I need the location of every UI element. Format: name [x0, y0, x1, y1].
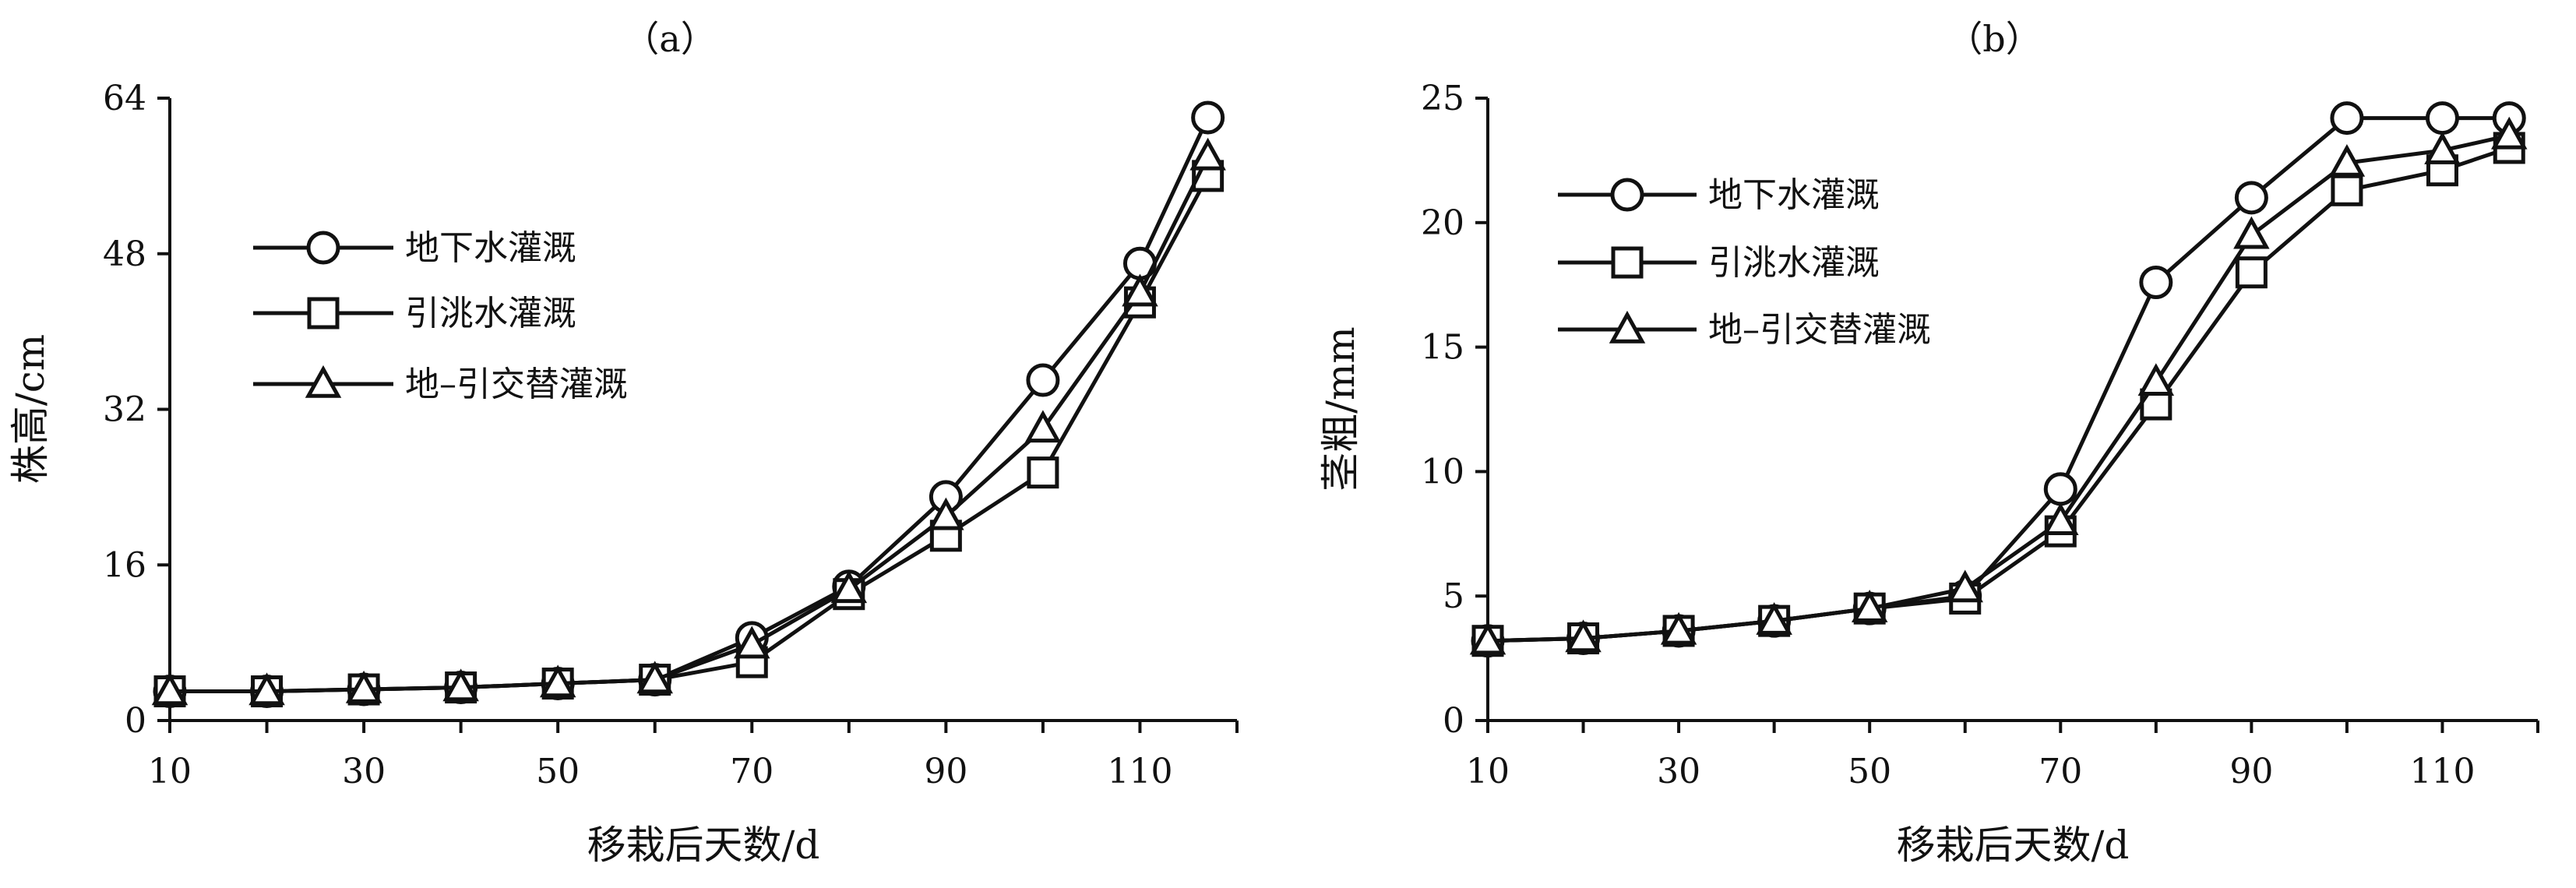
- chart-panel-a: （a） 0 16 32 48 64 10 30 50 70 90 110 移栽后天数/d 株高/cm 地下水…: [8, 18, 1239, 868]
- data-point: [1024, 410, 1062, 443]
- legend-item: 地–引交替灌溉: [1558, 310, 1931, 350]
- series-square: [1471, 132, 2525, 657]
- data-point: [1756, 602, 1792, 635]
- x-tick-label: 110: [1107, 752, 1172, 791]
- panel-title: （b）: [1947, 18, 2041, 60]
- data-point: [1565, 619, 1602, 653]
- y-tick-label: 64: [103, 79, 146, 118]
- legend-item: 地–引交替灌溉: [253, 365, 628, 404]
- x-tick-label: 10: [148, 752, 192, 791]
- legend-item: 地下水灌溉: [1558, 175, 1880, 215]
- x-tick-label: 70: [730, 752, 774, 791]
- data-point: [2331, 174, 2363, 206]
- data-point: [2235, 256, 2268, 289]
- y-tick-label: 0: [125, 701, 146, 741]
- y-tick-label: 15: [1421, 328, 1464, 368]
- data-point: [1851, 590, 1888, 622]
- y-axis-label: 茎粗/mm: [1318, 326, 1363, 492]
- y-tick-label: 32: [103, 390, 146, 430]
- legend-label: 引洮水灌溉: [1708, 243, 1880, 283]
- data-point: [2330, 101, 2364, 136]
- x-axis-label: 移栽后天数/d: [587, 823, 820, 868]
- x-tick-label: 90: [924, 752, 967, 791]
- legend-item: 引洮水灌溉: [253, 294, 576, 333]
- legend-label: 地–引交替灌溉: [405, 365, 628, 404]
- legend-marker: [306, 231, 340, 265]
- y-tick-label: 48: [103, 234, 146, 274]
- y-tick-label: 20: [1421, 203, 1464, 243]
- data-point: [1469, 622, 1506, 655]
- x-tick-label: 70: [2039, 752, 2082, 791]
- data-point: [2425, 101, 2459, 136]
- x-tick-label: 50: [536, 752, 580, 791]
- data-point: [734, 625, 770, 659]
- data-point: [2137, 363, 2175, 396]
- legend-marker: [1611, 246, 1644, 279]
- y-tick-label: 5: [1443, 576, 1464, 616]
- data-point: [928, 497, 964, 530]
- legend-marker: [305, 365, 342, 398]
- legend-item: 引洮水灌溉: [1558, 243, 1880, 283]
- x-tick-label: 90: [2229, 752, 2273, 791]
- series-line: [1487, 133, 2510, 643]
- legend-label: 地–引交替灌溉: [1708, 310, 1931, 350]
- x-tick-label: 10: [1466, 752, 1510, 791]
- data-point: [2043, 472, 2077, 506]
- series-line: [170, 155, 1210, 694]
- panel-title: （a）: [623, 18, 716, 60]
- legend-label: 引洮水灌溉: [405, 294, 576, 333]
- x-tick-label: 50: [1848, 752, 1891, 791]
- data-point: [151, 672, 189, 706]
- x-axis-label: 移栽后天数/d: [1897, 823, 2130, 868]
- data-point: [1122, 273, 1158, 307]
- data-point: [2042, 502, 2079, 536]
- x-tick-label: 30: [1657, 752, 1700, 791]
- legend-marker: [1609, 310, 1646, 344]
- y-axis-label: 株高/cm: [8, 334, 53, 484]
- data-point: [345, 670, 382, 703]
- data-point: [2490, 116, 2528, 150]
- chart-panel-b: （b） 0 5 10 15 20 25 10 30 50 70 90 110 移栽后天数/d 茎粗/mm 地下…: [1318, 18, 2539, 868]
- data-point: [2234, 181, 2268, 215]
- series-triangle: [151, 137, 1226, 706]
- y-tick-label: 16: [103, 545, 146, 585]
- legend-marker: [1610, 178, 1644, 212]
- data-point: [1947, 569, 1983, 603]
- data-point: [2139, 266, 2173, 300]
- x-tick-label: 30: [342, 752, 386, 791]
- y-tick-label: 0: [1443, 701, 1464, 741]
- series-line: [170, 116, 1210, 694]
- y-tick-label: 10: [1421, 452, 1464, 492]
- data-point: [1660, 611, 1697, 645]
- data-point: [1191, 100, 1225, 135]
- data-point: [1026, 363, 1060, 397]
- data-point: [539, 664, 576, 698]
- data-point: [1027, 456, 1059, 489]
- data-point: [248, 672, 285, 706]
- legend-label: 地下水灌溉: [405, 228, 576, 268]
- series-triangle: [1469, 116, 2528, 655]
- legend-item: 地下水灌溉: [253, 228, 576, 268]
- legend-label: 地下水灌溉: [1708, 175, 1880, 215]
- data-point: [2233, 216, 2270, 249]
- data-point: [2424, 131, 2461, 164]
- data-point: [2328, 143, 2366, 177]
- y-tick-label: 25: [1421, 79, 1464, 118]
- data-point: [830, 570, 868, 604]
- legend-marker: [307, 297, 340, 329]
- x-tick-label: 110: [2409, 752, 2475, 791]
- data-point: [636, 661, 673, 694]
- data-point: [1189, 137, 1226, 171]
- data-point: [442, 668, 479, 702]
